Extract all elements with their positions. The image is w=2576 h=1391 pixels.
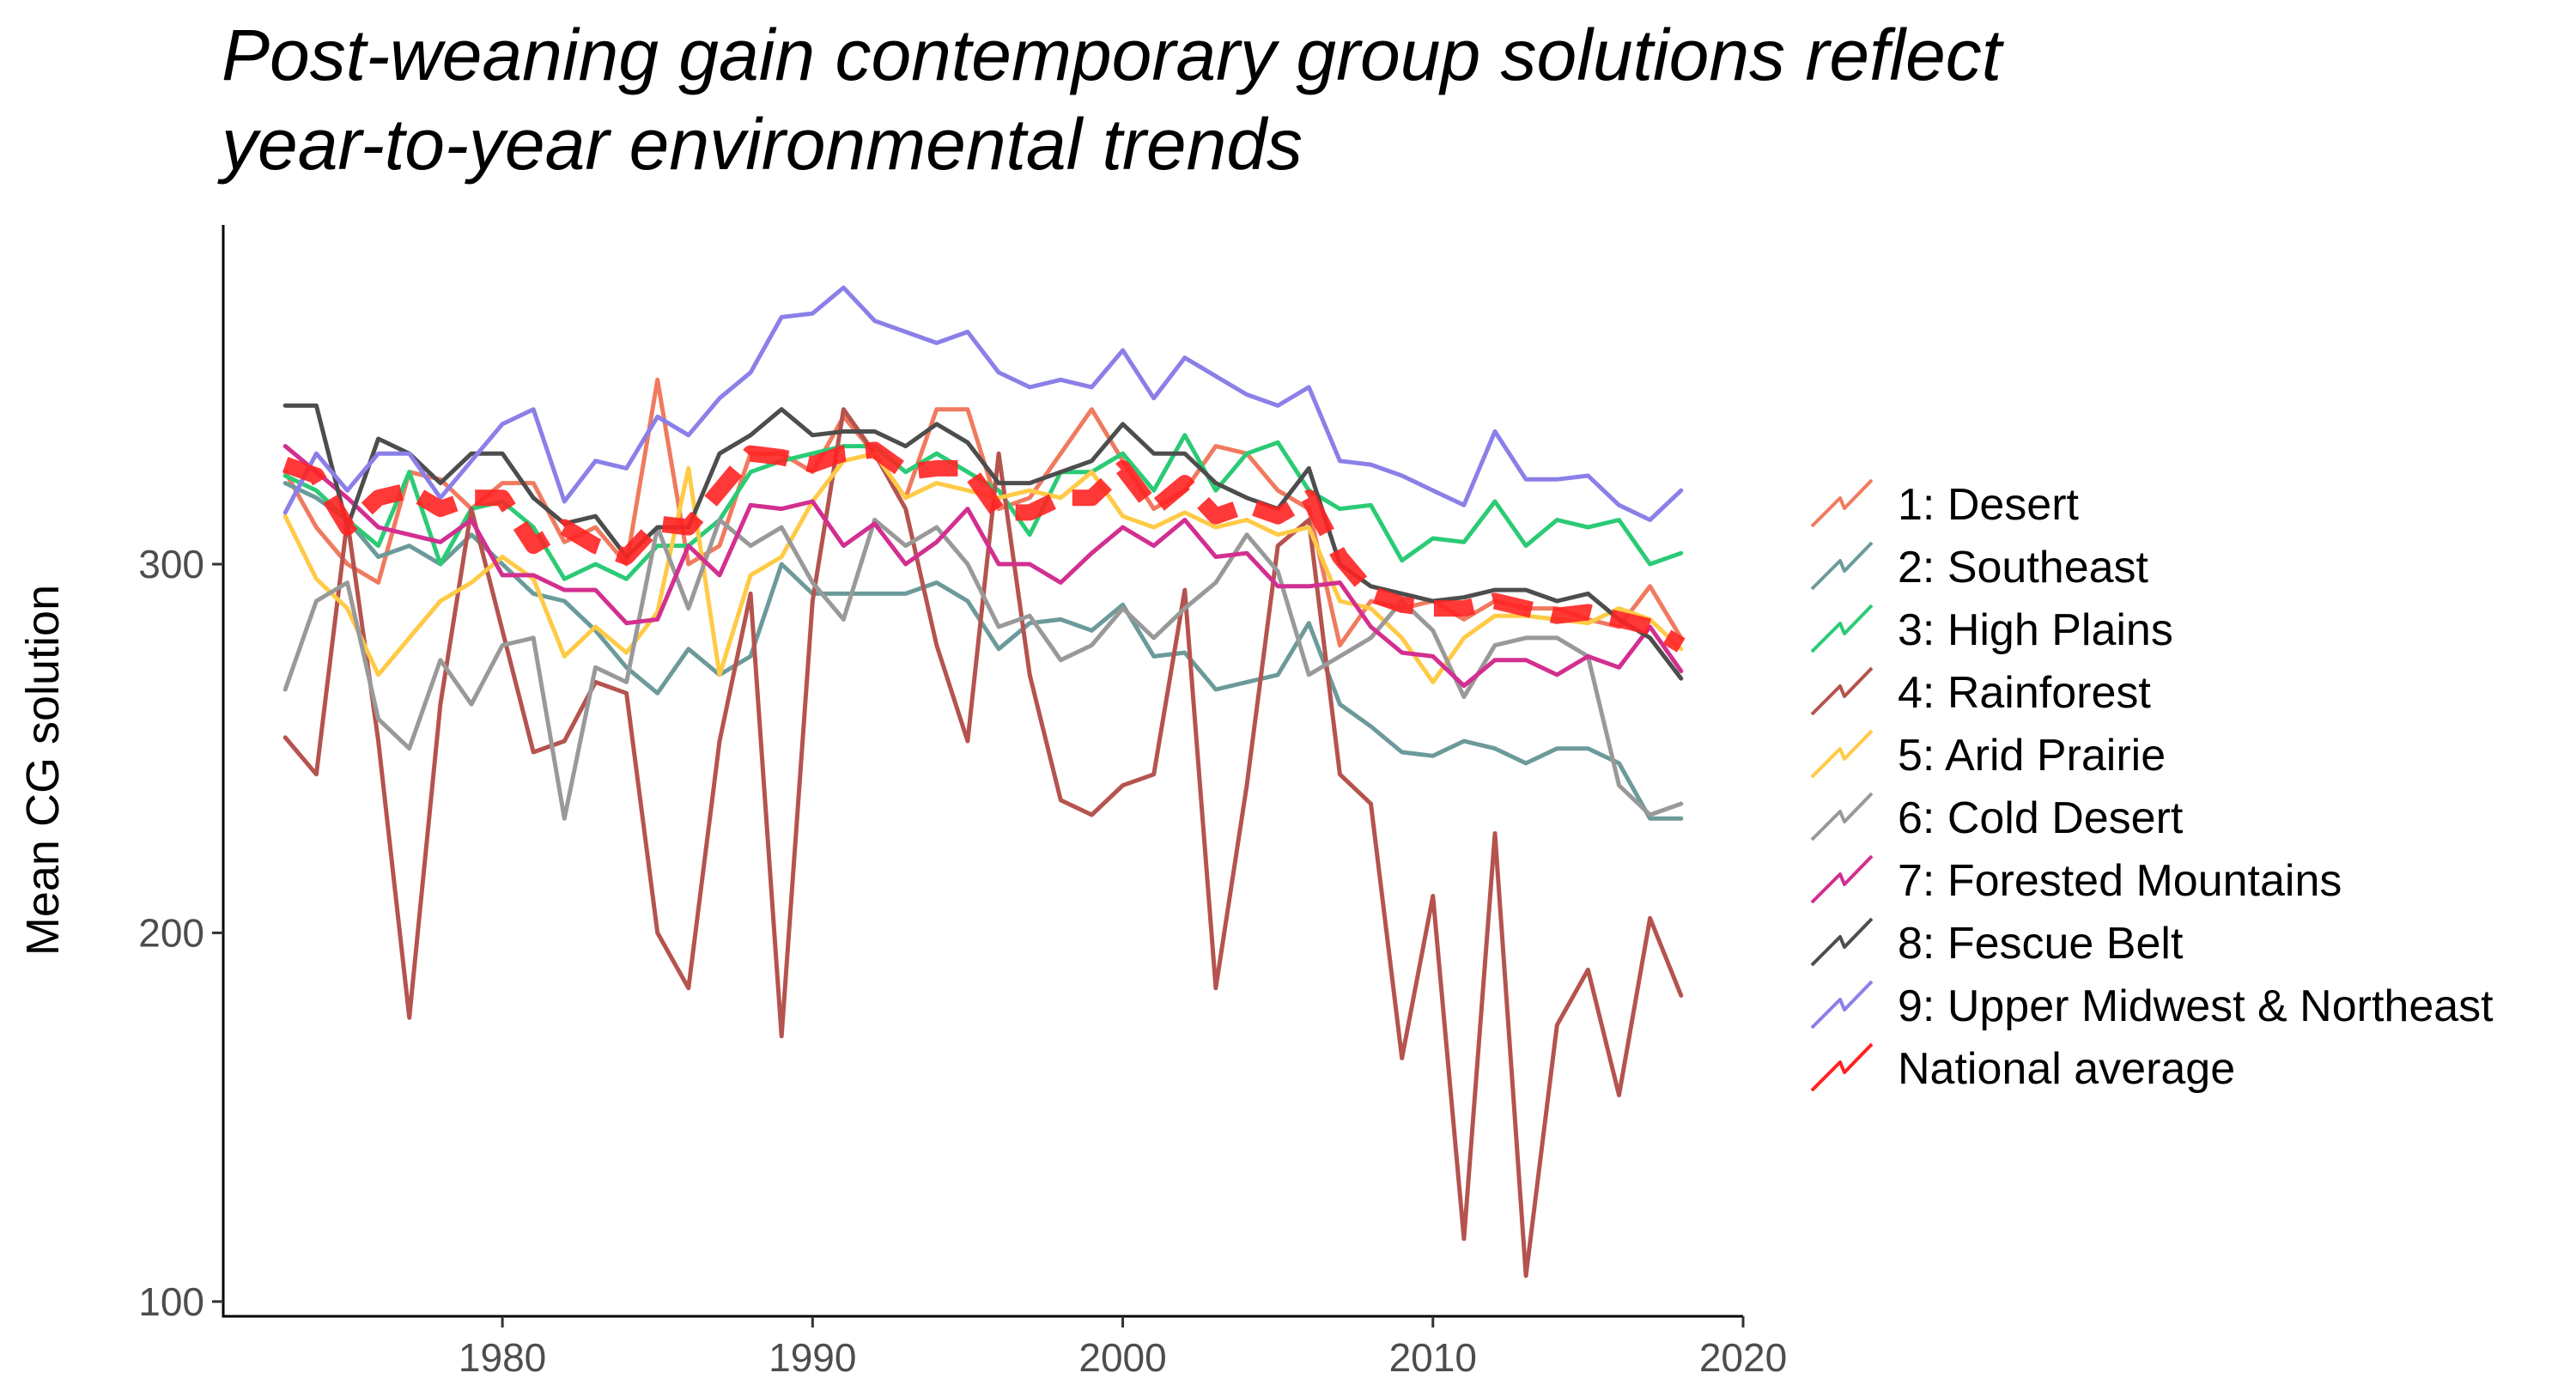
legend-key [1810,541,1874,591]
x-tick-label: 2020 [1699,1335,1787,1380]
y-tick-label: 200 [138,910,204,955]
x-tick-label: 2010 [1389,1335,1477,1380]
legend-key [1810,792,1874,841]
legend-label: 6: Cold Desert [1898,793,2184,843]
y-tick-label: 300 [138,542,204,586]
legend-label: 9: Upper Midwest & Northeast [1898,981,2494,1031]
legend-item-9-upper-midwest-northeast: 9: Upper Midwest & Northeast [1810,980,2494,1031]
legend-key [1810,980,1874,1030]
legend-label: 2: Southeast [1898,543,2149,592]
legend-item-1-desert: 1: Desert [1810,478,2080,530]
legend-key [1810,666,1874,716]
legend-label: 1: Desert [1898,480,2080,530]
legend-key [1810,917,1874,967]
legend-key [1810,729,1874,779]
legend-item-5-arid-prairie: 5: Arid Prairie [1810,729,2166,781]
series-layer [283,285,1686,1279]
chart-title-line-2: year-to-year environmental trends [222,104,1303,185]
legend-key [1810,604,1874,653]
series-line-9-upper-midwest-northeast [283,285,1684,522]
x-tick-label: 1990 [769,1335,856,1380]
x-tick-label: 2000 [1078,1335,1166,1380]
legend-item-2-southeast: 2: Southeast [1810,541,2149,592]
series-line-national-average [283,441,1686,653]
chart-title: Post-weaning gain contemporary group sol… [222,10,2002,189]
series-line-6-cold-desert [283,518,1684,821]
legend-label: 7: Forested Mountains [1898,856,2342,906]
axis-layer: 100 200 300 1980 1990 2000 2010 2020 [138,542,1787,1380]
x-tick-label: 1980 [459,1335,546,1380]
legend-item-7-forested-mountains: 7: Forested Mountains [1810,854,2342,906]
legend-key [1810,1042,1874,1092]
legend: 1: Desert 2: Southeast 3: High Plains 4: Ra… [1810,478,2494,1094]
y-axis-title: Mean CG solution [17,585,69,956]
series-line-8-fescue-belt [283,403,1684,681]
legend-label: 5: Arid Prairie [1898,731,2166,781]
series-line-2-southeast [283,481,1684,821]
legend-item-6-cold-desert: 6: Cold Desert [1810,792,2184,843]
chart-title-line-1: Post-weaning gain contemporary group sol… [222,15,2002,95]
y-tick-label: 100 [138,1279,204,1324]
legend-label: National average [1898,1044,2235,1094]
legend-item-4-rainforest: 4: Rainforest [1810,666,2151,718]
series-line-7-forested-mountains [283,444,1684,689]
legend-item-8-fescue-belt: 8: Fescue Belt [1810,917,2184,969]
legend-item-national-average: National average [1810,1042,2235,1094]
legend-label: 4: Rainforest [1898,668,2151,718]
legend-key [1810,854,1874,904]
legend-item-3-high-plains: 3: High Plains [1810,604,2173,655]
legend-key [1810,478,1874,528]
legend-label: 8: Fescue Belt [1898,919,2184,969]
legend-label: 3: High Plains [1898,605,2173,655]
